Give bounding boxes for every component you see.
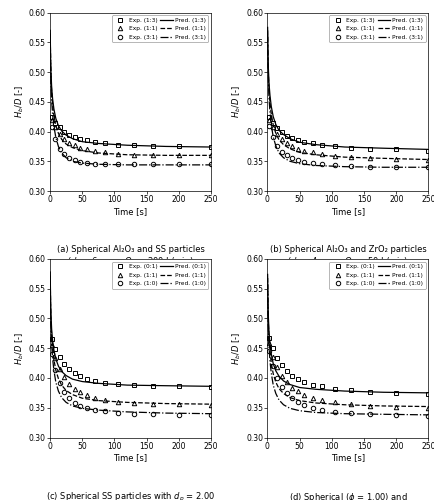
Y-axis label: $H_b/D$ [-]: $H_b/D$ [-] bbox=[230, 332, 243, 364]
X-axis label: Time [s]: Time [s] bbox=[330, 454, 364, 462]
Y-axis label: $H_b/D$ [-]: $H_b/D$ [-] bbox=[13, 86, 26, 118]
X-axis label: Time [s]: Time [s] bbox=[113, 207, 147, 216]
Legend: Exp. (0:1), Exp. (1:1), Exp. (1:0), Pred. (0:1), Pred. (1:1), Pred. (1:0): Exp. (0:1), Exp. (1:1), Exp. (1:0), Pred… bbox=[328, 262, 424, 288]
Y-axis label: $H_b/D$ [-]: $H_b/D$ [-] bbox=[13, 332, 26, 364]
X-axis label: Time [s]: Time [s] bbox=[330, 207, 364, 216]
X-axis label: Time [s]: Time [s] bbox=[113, 454, 147, 462]
Legend: Exp. (0:1), Exp. (1:1), Exp. (1:0), Pred. (0:1), Pred. (1:1), Pred. (1:0): Exp. (0:1), Exp. (1:1), Exp. (1:0), Pred… bbox=[112, 262, 208, 288]
Text: (b) Spherical Al₂O₃ and ZrO₂ particles
($d_p$ ∼ 4 mm,  $Q_g$ ∼ 50 L/min): (b) Spherical Al₂O₃ and ZrO₂ particles (… bbox=[269, 244, 425, 270]
Text: (d) Spherical ($\phi$ = 1.00) and
non-spherical ($\phi$ = 0.81) SS particles
($d: (d) Spherical ($\phi$ = 1.00) and non-sp… bbox=[270, 491, 425, 500]
Legend: Exp. (1:3), Exp. (1:1), Exp. (3:1), Pred. (1:3), Pred. (1:1), Pred. (3:1): Exp. (1:3), Exp. (1:1), Exp. (3:1), Pred… bbox=[328, 16, 424, 42]
Text: (c) Spherical SS particles with $d_p$ = 2.00
and 4.00 mm ($Q_g$ ∼ 200 L/min): (c) Spherical SS particles with $d_p$ = … bbox=[46, 491, 215, 500]
Text: (a) Spherical Al₂O₃ and SS particles
($d_p$ ∼ 6 mm,  $Q_g$ ∼ 200 L/min): (a) Spherical Al₂O₃ and SS particles ($d… bbox=[56, 244, 204, 270]
Y-axis label: $H_b/D$ [-]: $H_b/D$ [-] bbox=[230, 86, 243, 118]
Legend: Exp. (1:3), Exp. (1:1), Exp. (3:1), Pred. (1:3), Pred. (1:1), Pred. (3:1): Exp. (1:3), Exp. (1:1), Exp. (3:1), Pred… bbox=[112, 16, 208, 42]
